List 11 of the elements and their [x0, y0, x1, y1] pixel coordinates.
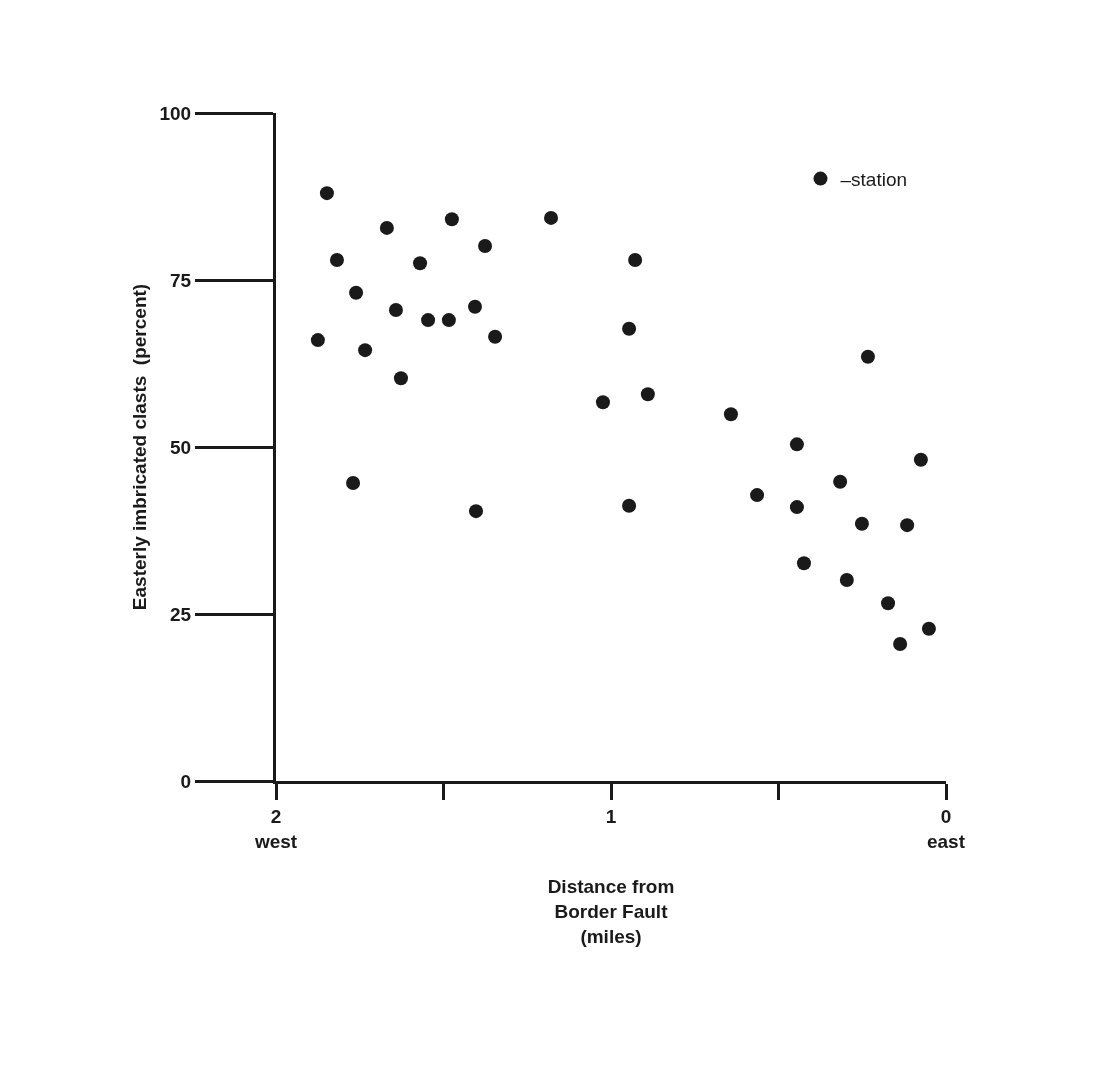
y-axis-title: Easterly imbricated clasts (percent)	[129, 283, 151, 611]
y-tick-label: 0	[180, 770, 192, 792]
x-tick-label: 0 east	[926, 805, 966, 852]
legend-label: –station	[840, 169, 908, 191]
x-tick-label: 1	[605, 805, 617, 827]
y-tick-label: 100	[159, 102, 192, 124]
y-tick-label: 25	[170, 603, 192, 625]
x-tick-label: 2 west	[253, 805, 298, 852]
x-axis-title: Distance from Border Fault (miles)	[547, 876, 675, 947]
y-tick-label: 50	[170, 436, 192, 458]
y-tick-label: 75	[170, 269, 192, 291]
